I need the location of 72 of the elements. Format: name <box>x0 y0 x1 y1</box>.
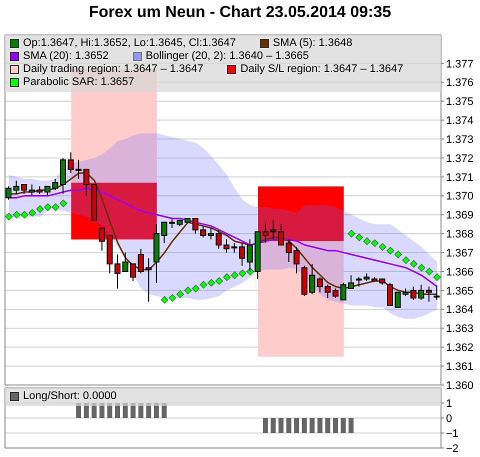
y-tick-label: 0 <box>446 412 452 425</box>
y-tick-label: 1.370 <box>446 190 474 203</box>
point <box>418 264 426 272</box>
y-tick-label: 1.365 <box>446 285 474 298</box>
point <box>433 273 442 282</box>
y-tick-label: 1.364 <box>446 304 474 316</box>
point <box>370 239 379 248</box>
point <box>355 234 364 242</box>
legend-label: Daily S/L region: 1.3647 – 1.3647 <box>240 63 404 76</box>
point <box>168 294 176 302</box>
candlestick <box>278 224 284 246</box>
y-tick-label: 1.366 <box>446 266 474 278</box>
legend-label: Bollinger (20, 2): 1.3640 – 1.3665 <box>146 50 309 63</box>
point <box>20 210 28 219</box>
y-tick-label: 1.369 <box>446 210 474 222</box>
point <box>410 260 418 268</box>
legend-label: Long/Short: 0.0000 <box>23 390 117 403</box>
point <box>4 212 13 221</box>
point <box>59 199 68 208</box>
y-tick-label: 1.371 <box>446 172 474 184</box>
y-tick-label: 1.368 <box>446 228 474 241</box>
y-tick-label: 1 <box>446 398 452 410</box>
point <box>160 296 169 304</box>
point <box>36 205 44 213</box>
legend-label: Op:1.3647, Hi:1.3652, Lo:1.3645, Cl:1.3647 <box>23 37 236 50</box>
y-tick-label: −1 <box>446 428 459 440</box>
point <box>378 242 387 251</box>
candlestick <box>169 218 175 228</box>
point <box>363 237 371 246</box>
point <box>52 203 60 212</box>
y-tick-label: 1.375 <box>446 96 474 108</box>
y-tick-label: 1.376 <box>446 77 474 90</box>
point <box>207 278 216 287</box>
point <box>215 277 224 285</box>
y-tick-label: 1.362 <box>446 342 474 354</box>
point <box>425 268 434 276</box>
legend-label: Daily trading region: 1.3647 – 1.3647 <box>23 63 204 76</box>
candlestick <box>224 238 230 254</box>
point <box>238 269 246 278</box>
y-tick-label: 1.360 <box>446 380 474 392</box>
legend-label: SMA (20): 1.3652 <box>23 50 109 63</box>
point <box>230 271 239 280</box>
chart-title: Forex um Neun - Chart 23.05.2014 09:35 <box>88 4 392 21</box>
candlestick <box>387 282 393 306</box>
legend-label: SMA (5): 1.3648 <box>272 37 352 50</box>
point <box>28 208 36 217</box>
legend-label: Parabolic SAR: 1.3657 <box>23 76 134 89</box>
point <box>348 230 356 238</box>
candlestick <box>434 286 440 300</box>
point <box>200 280 208 289</box>
y-tick-label: 1.373 <box>446 134 474 146</box>
candlestick <box>114 254 120 290</box>
line-series <box>8 187 438 288</box>
point <box>44 203 52 212</box>
y-tick-label: 1.363 <box>446 323 474 336</box>
y-tick-label: 1.361 <box>446 360 474 373</box>
candlestick <box>332 288 338 298</box>
point <box>394 250 402 258</box>
y-tick-label: 1.372 <box>446 152 474 165</box>
point <box>12 210 21 219</box>
point <box>184 286 192 294</box>
candlestick <box>6 186 12 200</box>
y-tick-label: 1.367 <box>446 247 474 260</box>
point <box>192 284 200 292</box>
y-tick-label: −2 <box>446 442 459 455</box>
point <box>402 256 410 264</box>
candlestick <box>426 286 432 302</box>
point <box>176 290 184 298</box>
point <box>386 246 394 255</box>
point <box>222 273 231 282</box>
y-tick-label: 1.374 <box>446 115 474 128</box>
y-tick-label: 1.377 <box>446 58 474 70</box>
